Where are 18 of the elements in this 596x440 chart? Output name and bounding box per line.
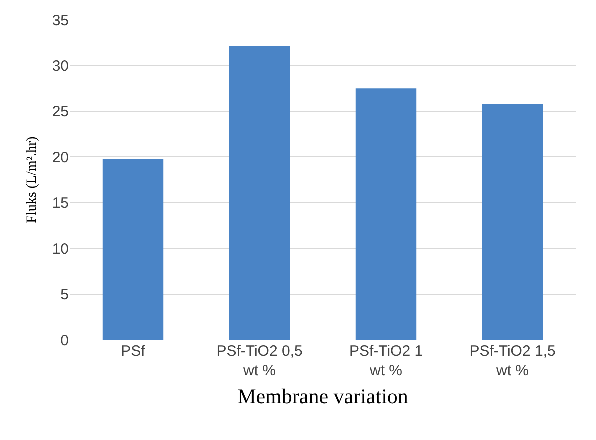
x-axis-title: Membrane variation (238, 384, 409, 409)
bar (102, 158, 164, 340)
x-tick-label: PSf (121, 343, 146, 360)
y-tick-label: 5 (60, 286, 69, 304)
x-tick-label: PSf-TiO2 1 wt % (349, 343, 424, 380)
y-tick-label: 10 (52, 240, 69, 258)
bar (356, 88, 417, 340)
y-tick-label: 35 (52, 12, 69, 30)
y-tick-label: 30 (52, 58, 69, 75)
x-tick-label: PSf-TiO2 0,5 wt % (216, 343, 303, 380)
bar (482, 104, 544, 340)
y-axis-title: Fluks (L/m².hr) (24, 136, 40, 224)
y-tick-label: 25 (52, 104, 69, 121)
bar (229, 46, 290, 340)
x-tick-label: PSf-TiO2 1,5 wt % (470, 343, 556, 380)
y-tick-label: 20 (52, 149, 69, 166)
y-tick-label: 15 (52, 195, 69, 212)
y-tick-label: 0 (60, 332, 69, 350)
